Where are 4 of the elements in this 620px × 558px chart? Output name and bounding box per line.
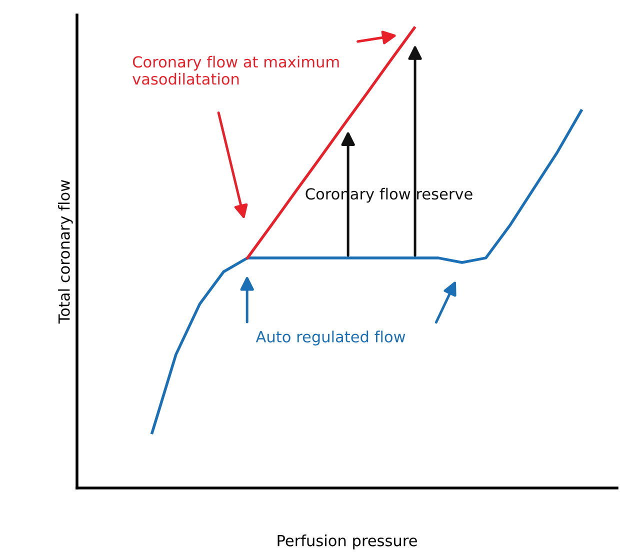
x-axis-title: Perfusion pressure [278,534,417,550]
annotation: Coronary flow at maximum vasodilatation [132,56,339,85]
annotation: Auto regulated flow [256,330,406,346]
y-axis-title: Total coronary flow [58,180,73,324]
